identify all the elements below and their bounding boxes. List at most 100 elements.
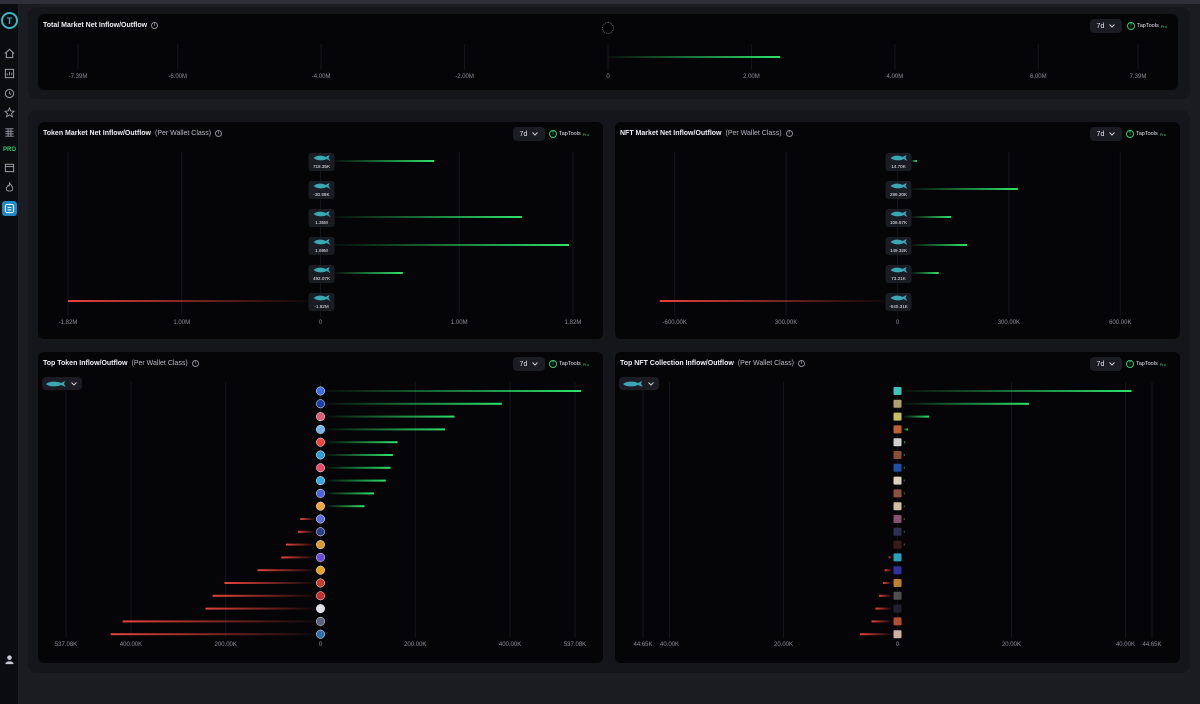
nft-collection-icon bbox=[893, 451, 902, 459]
fish-icon bbox=[890, 239, 908, 245]
chevron-down-icon bbox=[1109, 24, 1116, 28]
nft-collection-icon bbox=[893, 591, 902, 600]
bar bbox=[911, 244, 967, 246]
token-logo-icon bbox=[316, 591, 325, 601]
bar bbox=[326, 390, 581, 392]
x-tick-label: 300.00K bbox=[998, 320, 1020, 326]
taptools-brand-icon: T bbox=[1126, 130, 1134, 138]
bar bbox=[888, 556, 892, 559]
bar bbox=[281, 556, 315, 559]
x-tick-label: 537.08K bbox=[564, 642, 586, 648]
flow-icon[interactable] bbox=[2, 201, 17, 216]
period-select[interactable]: 7d bbox=[1090, 19, 1122, 33]
nft-collection-icon bbox=[893, 476, 902, 485]
bar-value-label: 718.35K bbox=[313, 164, 331, 169]
star-icon[interactable] bbox=[2, 105, 17, 120]
grid-icon[interactable] bbox=[2, 125, 17, 140]
dashboard-icon[interactable] bbox=[2, 66, 17, 81]
period-value: 7d bbox=[1096, 130, 1105, 138]
brand-name: TapTools bbox=[1137, 23, 1159, 29]
calendar-icon[interactable] bbox=[2, 160, 17, 175]
bar bbox=[903, 518, 905, 520]
bar bbox=[911, 160, 917, 162]
bar bbox=[608, 56, 781, 58]
bar bbox=[659, 300, 884, 302]
bar bbox=[884, 569, 892, 572]
x-tick-label: 0 bbox=[896, 320, 900, 326]
info-icon[interactable]: i bbox=[151, 22, 159, 29]
token-logo-icon bbox=[316, 450, 325, 460]
x-tick-label: 44.65K bbox=[1142, 642, 1161, 648]
wallet-class-badge: 14.70K bbox=[885, 153, 912, 171]
shrimp-icon bbox=[313, 295, 331, 301]
x-tick-label: 20.00K bbox=[1002, 642, 1021, 648]
chevron-down-icon bbox=[532, 362, 539, 366]
period-value: 7d bbox=[1096, 22, 1105, 30]
period-select[interactable]: 7d bbox=[1090, 357, 1122, 371]
history-icon[interactable] bbox=[2, 86, 17, 101]
token-market-chart: -1.82M 1.00M 0 1.00M 1.82M 718.35K -30.99K 1.35… bbox=[59, 152, 581, 326]
period-value: 7d bbox=[519, 130, 528, 138]
bar bbox=[911, 272, 939, 274]
wallet-class-badge: 73.21K bbox=[885, 265, 912, 283]
fish-icon bbox=[313, 239, 331, 245]
bar-value-label: -1.82M bbox=[314, 304, 328, 309]
info-icon[interactable]: i bbox=[215, 130, 223, 137]
chevron-down-icon bbox=[532, 132, 539, 136]
bar-value-label: 286.20K bbox=[890, 192, 908, 197]
nft-collection-icon bbox=[893, 566, 902, 575]
info-icon[interactable]: i bbox=[785, 130, 793, 137]
bar-value-label: 73.21K bbox=[891, 276, 906, 281]
wallet-class-select[interactable] bbox=[42, 377, 82, 390]
user-icon[interactable] bbox=[4, 652, 15, 665]
chevron-down-icon bbox=[1109, 132, 1116, 136]
bar-value-label: 1.69M bbox=[315, 248, 328, 253]
x-tick-label: 0 bbox=[606, 74, 610, 80]
token-logo-icon bbox=[316, 437, 325, 447]
taptools-brand-icon: T bbox=[549, 130, 557, 138]
x-tick-label: 537.08K bbox=[55, 642, 77, 648]
info-icon[interactable]: i bbox=[191, 360, 199, 367]
bar bbox=[334, 216, 522, 218]
bar bbox=[903, 454, 905, 456]
bar bbox=[334, 244, 569, 246]
wallet-class-select[interactable] bbox=[619, 377, 659, 390]
info-icon[interactable]: i bbox=[797, 360, 805, 367]
whale-icon bbox=[46, 380, 66, 387]
panel-title: Top NFT Collection Inflow/Outflow (Per W… bbox=[620, 360, 805, 367]
nft-collection-icon bbox=[893, 489, 902, 498]
period-select[interactable]: 7d bbox=[1090, 127, 1122, 141]
home-icon[interactable] bbox=[2, 46, 17, 61]
bar bbox=[326, 492, 374, 495]
brand-name: TapTools bbox=[1136, 361, 1158, 367]
taptools-logo[interactable]: T bbox=[1, 12, 18, 29]
nft-collection-icon bbox=[893, 463, 902, 472]
bar bbox=[205, 607, 315, 610]
brand-pro: Pro bbox=[1160, 23, 1167, 29]
wallet-class-badge: 1.35M bbox=[308, 209, 335, 227]
panel-title-text: Top Token Inflow/Outflow bbox=[43, 360, 128, 367]
taptools-brand: T TapTools Pro bbox=[1126, 360, 1166, 368]
wallet-class-badge: 286.20K bbox=[885, 181, 912, 199]
x-tick-label: 0 bbox=[319, 642, 323, 648]
bar bbox=[326, 466, 391, 469]
fire-icon[interactable] bbox=[2, 180, 17, 195]
nft-collection-icon bbox=[893, 502, 902, 511]
panel-title-text: Token Market Net Inflow/Outflow bbox=[43, 130, 151, 137]
panel-title-text: NFT Market Net Inflow/Outflow bbox=[620, 130, 722, 137]
period-select[interactable]: 7d bbox=[513, 357, 545, 371]
period-value: 7d bbox=[1096, 360, 1105, 368]
token-logo-icon bbox=[316, 552, 325, 562]
x-tick-label: -600.00K bbox=[663, 320, 687, 326]
x-tick-label: 40.00K bbox=[1116, 642, 1135, 648]
period-select[interactable]: 7d bbox=[513, 127, 545, 141]
top-nft-chart: 44.65K 40.00K 20.00K 0 20.00K 40.00K 44.65K bbox=[633, 382, 1162, 648]
taptools-brand: T TapTools Pro bbox=[549, 360, 589, 368]
shark-icon bbox=[313, 183, 331, 189]
brand-name: TapTools bbox=[559, 361, 581, 367]
token-logo-icon bbox=[316, 412, 325, 422]
loading-spinner-icon bbox=[602, 22, 614, 34]
bar bbox=[903, 543, 905, 546]
token-logo-icon bbox=[316, 386, 325, 396]
bar bbox=[903, 530, 905, 533]
